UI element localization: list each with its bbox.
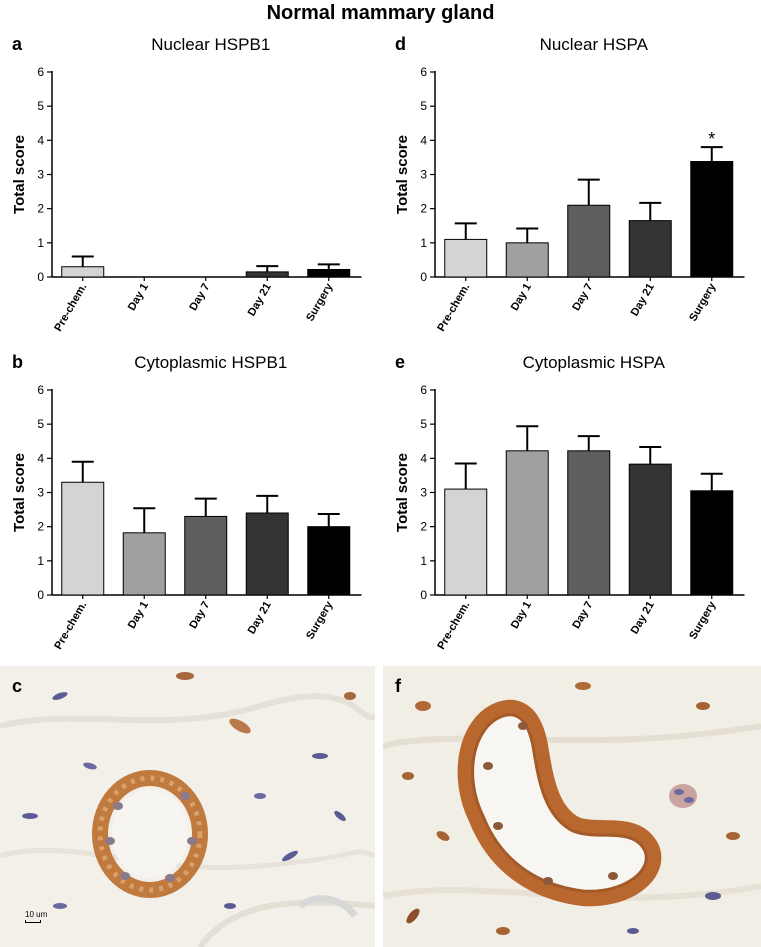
panel-b-cytoplasmic-hspb1: b Cytoplasmic HSPB1 Total score 0 1 2 3 4 5 6 Pre-… [0, 348, 380, 658]
y-tick-label: 1 [37, 554, 44, 568]
x-tick-label: Day 7 [187, 600, 212, 631]
y-axis-label: Total score [11, 135, 28, 214]
significance-marker: * [708, 129, 715, 149]
y-tick-label: 0 [37, 270, 44, 284]
x-tick-label: Surgery [687, 281, 719, 324]
micrograph-c-image [0, 666, 375, 947]
y-tick-label: 1 [37, 236, 44, 250]
micrograph-f: f [383, 666, 761, 947]
x-tick-label: Surgery [304, 281, 336, 324]
x-tick-label: Day 7 [187, 282, 212, 313]
bar-pre-chem [444, 238, 488, 278]
panel-letter: b [12, 352, 23, 372]
y-tick-label: 5 [37, 417, 44, 431]
y-axis-label: Total score [394, 453, 411, 532]
x-tick-label: Pre-chem. [52, 600, 89, 652]
x-tick-label: Surgery [687, 599, 719, 642]
bar-day-1 [122, 532, 166, 596]
panel-a-nuclear-hspb1: a Nuclear HSPB1 Total score 0 1 2 3 4 5 6 Pre-chem… [0, 30, 380, 340]
x-tick-label: Pre-chem. [52, 282, 89, 334]
bar-chart-a: a Nuclear HSPB1 Total score 0 1 2 3 4 5 6 Pre-chem… [11, 34, 362, 334]
x-tick-label: Pre-chem. [435, 600, 472, 652]
micrograph-f-letter: f [395, 676, 401, 696]
y-tick-label: 5 [420, 99, 427, 113]
y-tick-label: 3 [37, 168, 44, 182]
bar-pre-chem [61, 266, 105, 278]
chart-title: Nuclear HSPA [540, 35, 649, 54]
panel-d-nuclear-hspa: d Nuclear HSPA Total score 0 1 2 3 4 5 6 Pre-chem.… [383, 30, 761, 340]
micrograph-c-letter: c [12, 676, 23, 696]
scale-bar [25, 920, 41, 923]
bar-day-7 [184, 515, 228, 596]
bar-chart-b: b Cytoplasmic HSPB1 Total score 0 1 2 3 4 5 6 Pre-… [11, 352, 362, 652]
bar-chart-d: d Nuclear HSPA Total score 0 1 2 3 4 5 6 Pre-chem.… [394, 34, 745, 334]
bar-day-1 [505, 450, 549, 596]
x-tick-label: Pre-chem. [435, 282, 472, 334]
chart-title: Cytoplasmic HSPA [523, 353, 666, 372]
bar-day-7 [567, 204, 611, 278]
bar-chart-e: e Cytoplasmic HSPA Total score 0 1 2 3 4 5 6 Pre-c… [394, 352, 745, 652]
y-tick-label: 2 [37, 202, 44, 216]
bar-surgery [307, 526, 351, 596]
bar-day-21 [628, 220, 672, 278]
bar-surgery [307, 268, 351, 278]
chart-title: Cytoplasmic HSPB1 [134, 353, 287, 372]
y-tick-label: 2 [37, 520, 44, 534]
micrograph-f-image [383, 666, 761, 947]
y-tick-label: 1 [420, 236, 427, 250]
bar-pre-chem [444, 488, 488, 596]
y-tick-label: 4 [37, 133, 44, 147]
y-tick-label: 0 [420, 588, 427, 602]
bar-surgery [690, 161, 734, 278]
bar-day-1 [505, 242, 549, 278]
micrograph-c: c [0, 666, 375, 947]
bar-day-21 [628, 463, 672, 596]
x-tick-label: Day 21 [246, 282, 274, 319]
chart-title: Nuclear HSPB1 [151, 35, 270, 54]
panel-letter: a [12, 34, 23, 54]
bar-surgery [690, 490, 734, 596]
x-tick-label: Day 21 [629, 600, 657, 637]
y-axis-label: Total score [394, 135, 411, 214]
y-tick-label: 4 [37, 451, 44, 465]
y-tick-label: 5 [37, 99, 44, 113]
y-tick-label: 6 [37, 65, 44, 79]
y-tick-label: 0 [420, 270, 427, 284]
x-tick-label: Day 7 [570, 282, 595, 313]
y-tick-label: 1 [420, 554, 427, 568]
y-tick-label: 4 [420, 451, 427, 465]
y-tick-label: 6 [420, 65, 427, 79]
bar-day-7 [567, 450, 611, 596]
y-tick-label: 3 [420, 486, 427, 500]
y-tick-label: 2 [420, 520, 427, 534]
bar-day-21 [245, 512, 289, 596]
y-axis-label: Total score [11, 453, 28, 532]
x-tick-label: Surgery [304, 599, 336, 642]
y-tick-label: 6 [37, 383, 44, 397]
x-tick-label: Day 7 [570, 600, 595, 631]
bar-pre-chem [61, 481, 105, 596]
y-tick-label: 4 [420, 133, 427, 147]
bar-day-21 [245, 271, 289, 278]
y-tick-label: 3 [420, 168, 427, 182]
y-tick-label: 0 [37, 588, 44, 602]
panel-e-cytoplasmic-hspa: e Cytoplasmic HSPA Total score 0 1 2 3 4 5 6 Pre-c… [383, 348, 761, 658]
x-tick-label: Day 21 [246, 600, 274, 637]
x-tick-label: Day 1 [126, 282, 151, 313]
panel-letter: e [395, 352, 405, 372]
y-tick-label: 2 [420, 202, 427, 216]
x-tick-label: Day 1 [126, 600, 151, 631]
x-tick-label: Day 1 [509, 282, 534, 313]
scale-bar-label: 10 um [25, 910, 48, 919]
x-tick-label: Day 1 [509, 600, 534, 631]
y-tick-label: 5 [420, 417, 427, 431]
x-tick-label: Day 21 [629, 282, 657, 319]
figure-title: Normal mammary gland [266, 2, 495, 24]
y-tick-label: 3 [37, 486, 44, 500]
panel-letter: d [395, 34, 406, 54]
y-tick-label: 6 [420, 383, 427, 397]
